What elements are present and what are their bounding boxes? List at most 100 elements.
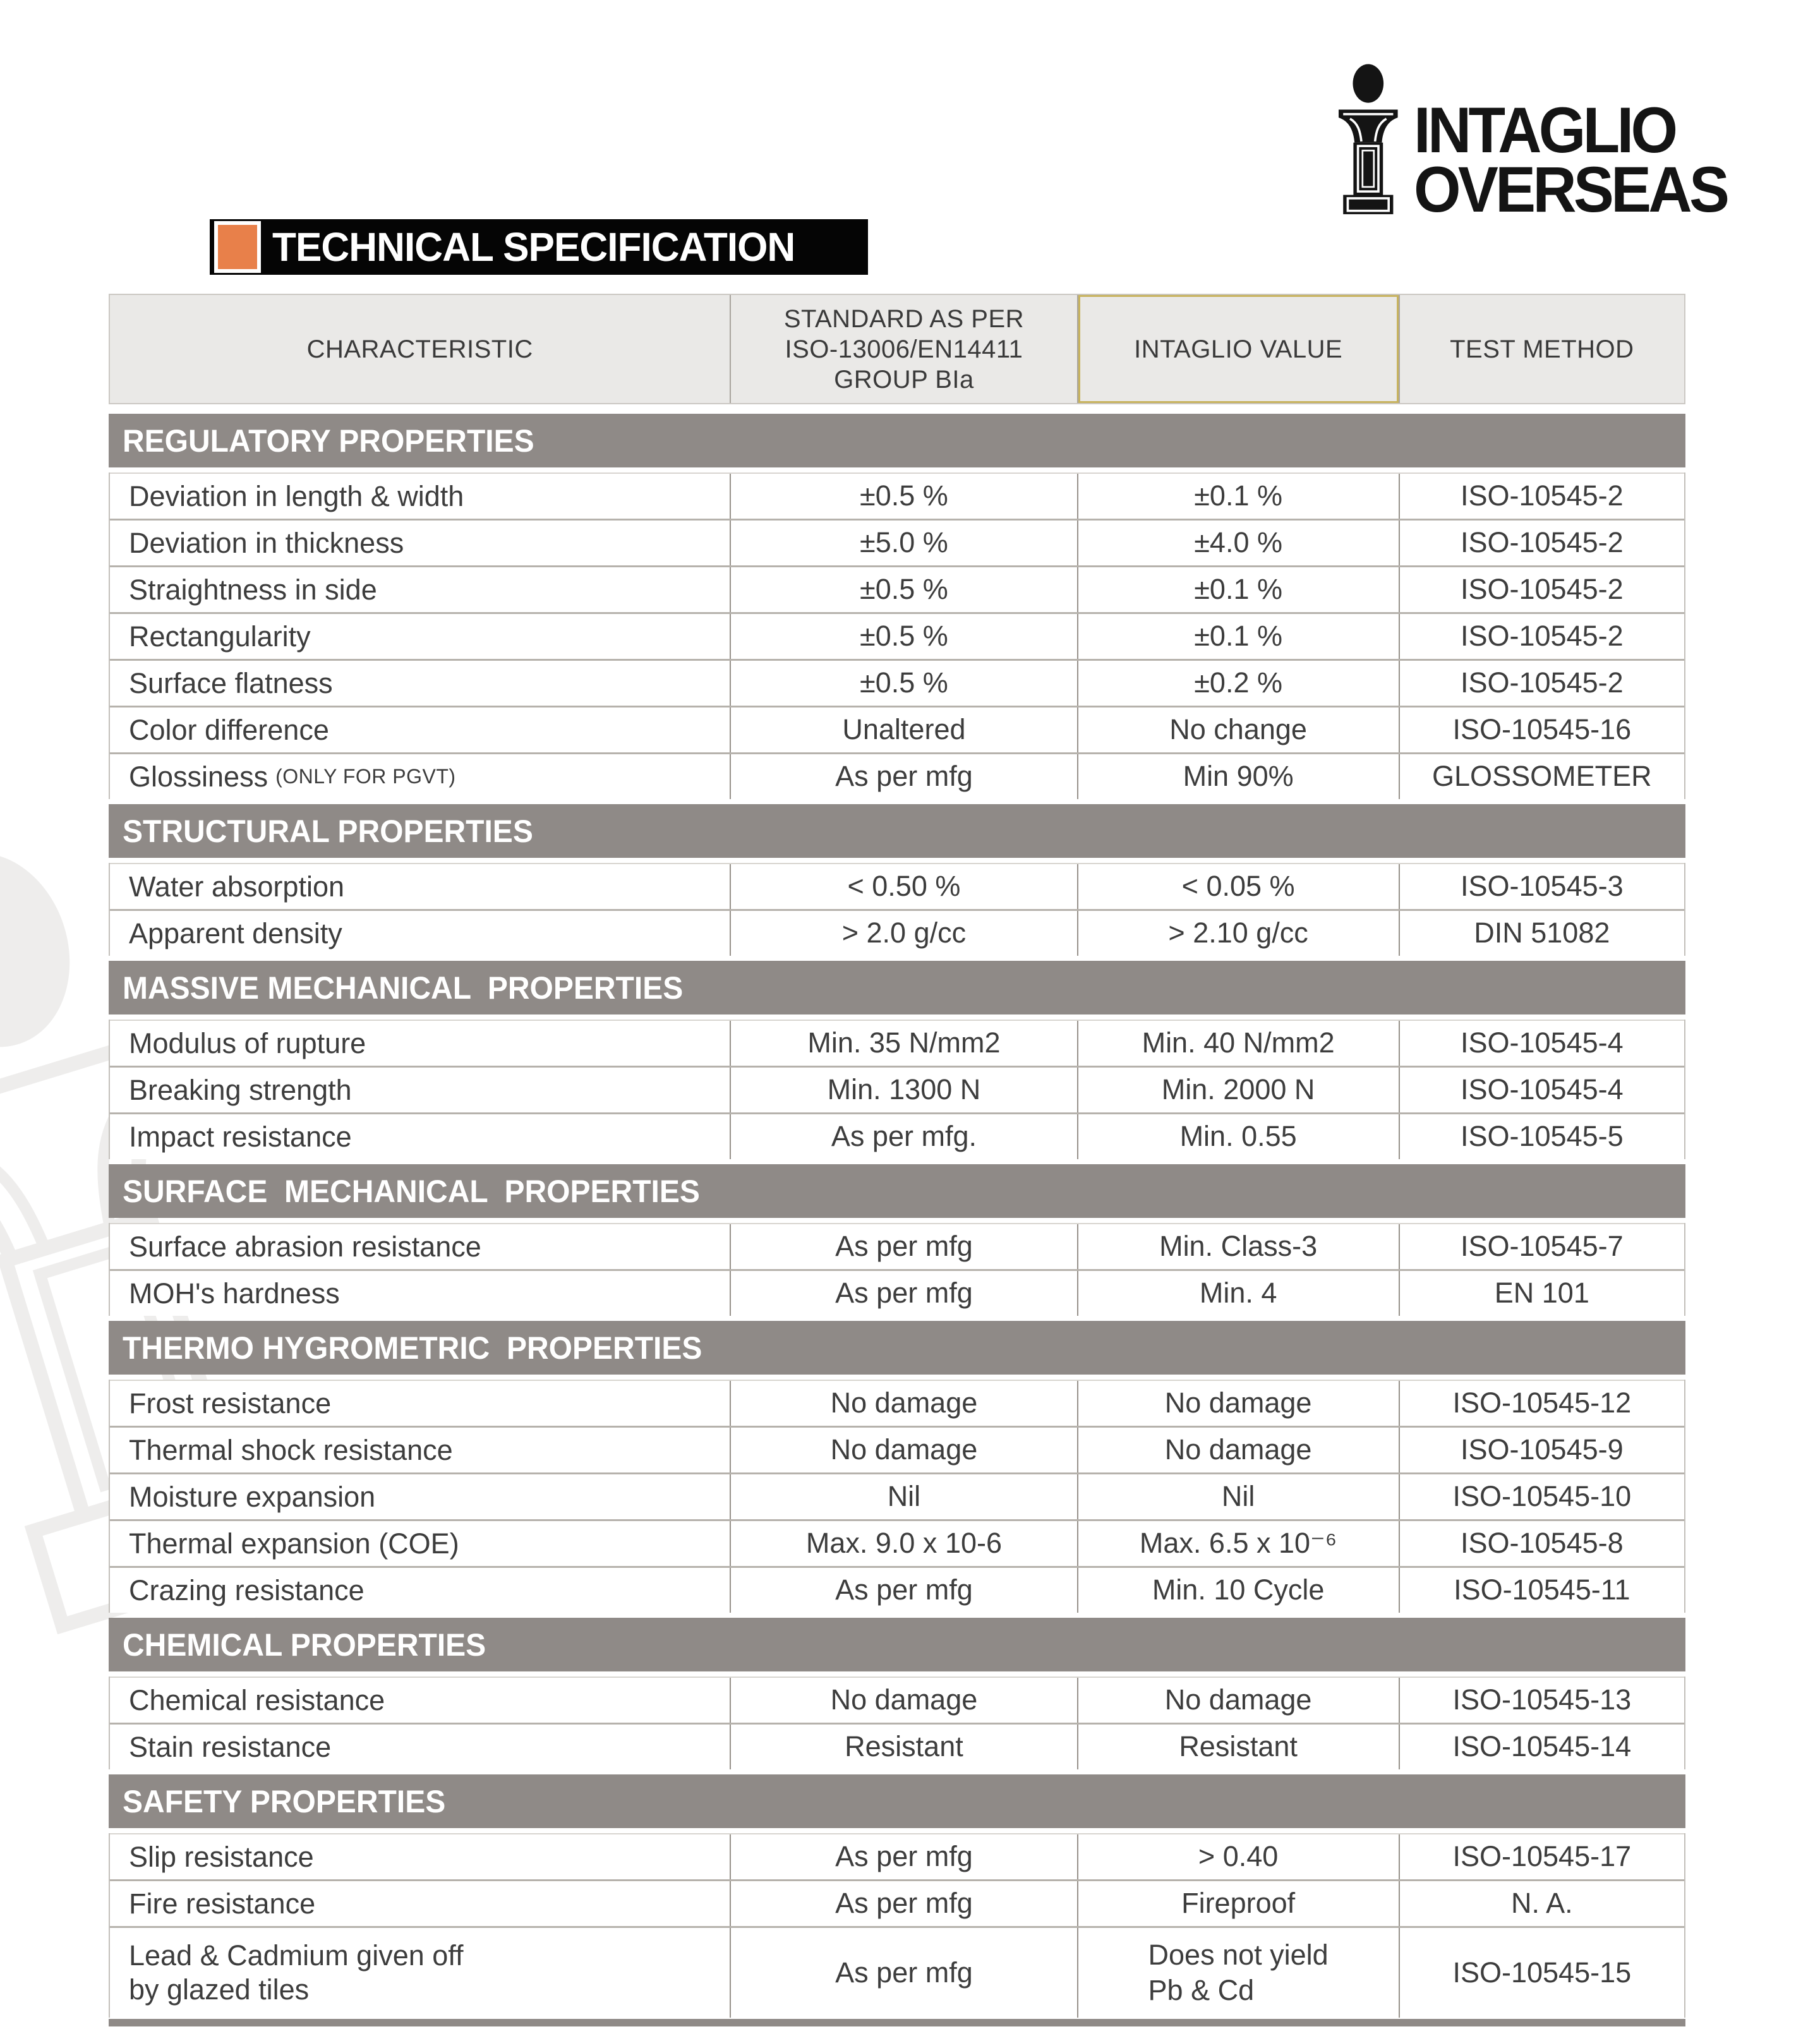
cell-test-method-text: ISO-10545-2 xyxy=(1460,573,1624,606)
cell-test-method-text: ISO-10545-9 xyxy=(1460,1433,1624,1466)
cell-test-method-text: ISO-10545-14 xyxy=(1452,1730,1632,1763)
cell-test-method-text: ISO-10545-13 xyxy=(1452,1683,1632,1716)
cell-intaglio-value: Nil xyxy=(1078,1474,1400,1519)
cell-characteristic: Moisture expansion xyxy=(110,1474,732,1519)
cell-intaglio-value: ±0.1 % xyxy=(1078,614,1400,659)
cell-standard: ±0.5 % xyxy=(731,567,1078,612)
cell-test-method: EN 101 xyxy=(1400,1271,1684,1316)
cell-test-method: ISO-10545-2 xyxy=(1400,521,1684,565)
cell-characteristic: Water absorption xyxy=(110,864,732,909)
cell-standard-text: ±0.5 % xyxy=(860,479,948,512)
cell-intaglio-value-text: Resistant xyxy=(1179,1730,1298,1763)
table-row: Impact resistance As per mfg. Min. 0.55 ISO… xyxy=(110,1112,1684,1159)
section-title: CHEMICAL PROPERTIES xyxy=(123,1627,486,1663)
logo-text-intaglio: INTAGLIO xyxy=(1414,94,1678,167)
characteristic-text: Straightness in side xyxy=(129,573,377,606)
cell-intaglio-value-text: Max. 6.5 x 10⁻⁶ xyxy=(1139,1527,1337,1560)
characteristic-text: Surface flatness xyxy=(129,666,333,699)
cell-characteristic: Modulus of rupture xyxy=(110,1021,732,1066)
cell-test-method-text: EN 101 xyxy=(1494,1277,1589,1310)
cell-standard-text: No damage xyxy=(830,1683,978,1716)
cell-characteristic: Fire resistance xyxy=(110,1881,732,1926)
cell-characteristic: Glossiness (ONLY FOR PGVT) xyxy=(110,754,732,799)
title-bar: TECHNICAL SPECIFICATION xyxy=(210,219,868,275)
cell-intaglio-value-text: No damage xyxy=(1164,1387,1312,1419)
cell-intaglio-value-text: Fireproof xyxy=(1181,1887,1296,1920)
cell-test-method-text: ISO-10545-15 xyxy=(1452,1956,1632,1989)
cell-intaglio-value-text: ±4.0 % xyxy=(1194,526,1282,559)
cell-intaglio-value-text: Does not yield Pb & Cd xyxy=(1148,1938,1329,2006)
cell-test-method-text: ISO-10545-10 xyxy=(1452,1480,1632,1513)
cell-characteristic: Color difference xyxy=(110,707,732,752)
cell-standard-text: Unaltered xyxy=(842,713,966,746)
logo-text: INTAGLIO OVERSEAS xyxy=(1414,94,1747,224)
table-header-row: CHARACTERISTIC STANDARD AS PER ISO-13006… xyxy=(109,294,1685,404)
cell-characteristic: Stain resistance xyxy=(110,1725,732,1769)
table-row: Crazing resistance As per mfg Min. 10 Cycl… xyxy=(110,1566,1684,1613)
cell-intaglio-value-text: Min 90% xyxy=(1183,760,1294,793)
cell-characteristic: Crazing resistance xyxy=(110,1568,732,1613)
cell-test-method: ISO-10545-2 xyxy=(1400,474,1684,519)
cell-intaglio-value-text: > 0.40 xyxy=(1198,1840,1279,1873)
cell-standard-text: ±5.0 % xyxy=(860,526,948,559)
section-band: CHEMICAL PROPERTIES xyxy=(109,1618,1685,1671)
cell-standard: Min. 35 N/mm2 xyxy=(731,1021,1078,1066)
cell-intaglio-value: No damage xyxy=(1078,1428,1400,1472)
table-row: Fire resistance As per mfg Fireproof N. A. xyxy=(110,1879,1684,1926)
table-row: Thermal shock resistance No damage No dama… xyxy=(110,1426,1684,1472)
section-rows: Surface abrasion resistance As per mfg Min… xyxy=(109,1223,1685,1316)
cell-standard: ±0.5 % xyxy=(731,614,1078,659)
cell-standard-text: < 0.50 % xyxy=(847,870,961,903)
section-rows: Water absorption < 0.50 % < 0.05 % ISO-1054… xyxy=(109,863,1685,956)
section-rows: Frost resistance No damage No damage ISO-10… xyxy=(109,1380,1685,1613)
cell-intaglio-value-text: < 0.05 % xyxy=(1181,870,1295,903)
table-row: Rectangularity ±0.5 % ±0.1 % ISO-10545-2 xyxy=(110,612,1684,659)
col-header-standard: STANDARD AS PER ISO-13006/EN14411 GROUP … xyxy=(731,295,1078,403)
cell-characteristic: Lead & Cadmium given off by glazed tiles xyxy=(110,1928,732,2018)
cell-intaglio-value-text: Min. Class-3 xyxy=(1159,1230,1318,1263)
cell-standard: ±0.5 % xyxy=(731,474,1078,519)
cell-standard: Min. 1300 N xyxy=(731,1068,1078,1112)
characteristic-text: Deviation in thickness xyxy=(129,526,404,559)
cell-intaglio-value: Min. 2000 N xyxy=(1078,1068,1400,1112)
cell-intaglio-value: Max. 6.5 x 10⁻⁶ xyxy=(1078,1521,1400,1566)
cell-standard-text: As per mfg xyxy=(835,760,973,793)
section-title: SAFETY PROPERTIES xyxy=(123,1783,446,1819)
cell-test-method: ISO-10545-2 xyxy=(1400,661,1684,706)
cell-standard: No damage xyxy=(731,1428,1078,1472)
cell-test-method: ISO-10545-3 xyxy=(1400,864,1684,909)
cell-standard-text: No damage xyxy=(830,1433,978,1466)
logo: INTAGLIO OVERSEAS xyxy=(1333,58,1747,224)
cell-intaglio-value: No change xyxy=(1078,707,1400,752)
cell-characteristic: Surface abrasion resistance xyxy=(110,1224,732,1269)
section-band: STRUCTURAL PROPERTIES xyxy=(109,804,1685,858)
cell-intaglio-value: Min. Class-3 xyxy=(1078,1224,1400,1269)
cell-characteristic: Straightness in side xyxy=(110,567,732,612)
cell-intaglio-value-text: > 2.10 g/cc xyxy=(1168,917,1308,949)
table-row: Glossiness (ONLY FOR PGVT) As per mfg Min 9… xyxy=(110,752,1684,799)
cell-test-method-text: ISO-10545-17 xyxy=(1452,1840,1632,1873)
characteristic-text: Deviation in length & width xyxy=(129,479,464,512)
section-band: THERMO HYGROMETRIC PROPERTIES xyxy=(109,1321,1685,1375)
cell-characteristic: Thermal expansion (COE) xyxy=(110,1521,732,1566)
table-row: Straightness in side ±0.5 % ±0.1 % ISO-1054… xyxy=(110,565,1684,612)
characteristic-text: Chemical resistance xyxy=(129,1683,385,1716)
section-rows: Deviation in length & width ±0.5 % ±0.1 % I… xyxy=(109,473,1685,799)
cell-standard-text: As per mfg xyxy=(835,1956,973,1989)
characteristic-text: Lead & Cadmium given off by glazed tiles xyxy=(129,1939,464,2006)
cell-test-method: ISO-10545-8 xyxy=(1400,1521,1684,1566)
cell-standard-text: As per mfg xyxy=(835,1230,973,1263)
cell-intaglio-value: ±4.0 % xyxy=(1078,521,1400,565)
page-title: TECHNICAL SPECIFICATION xyxy=(272,224,795,270)
characteristic-text: Thermal shock resistance xyxy=(129,1433,453,1466)
cell-standard: As per mfg xyxy=(731,1881,1078,1926)
cell-intaglio-value: Min. 10 Cycle xyxy=(1078,1568,1400,1613)
cell-test-method: ISO-10545-10 xyxy=(1400,1474,1684,1519)
characteristic-text: Fire resistance xyxy=(129,1887,316,1920)
cell-intaglio-value: < 0.05 % xyxy=(1078,864,1400,909)
cell-standard-text: Min. 35 N/mm2 xyxy=(807,1027,1001,1059)
cell-standard: As per mfg xyxy=(731,1568,1078,1613)
cell-test-method: GLOSSOMETER xyxy=(1400,754,1684,799)
cell-characteristic: Deviation in thickness xyxy=(110,521,732,565)
cell-intaglio-value: > 0.40 xyxy=(1078,1834,1400,1879)
